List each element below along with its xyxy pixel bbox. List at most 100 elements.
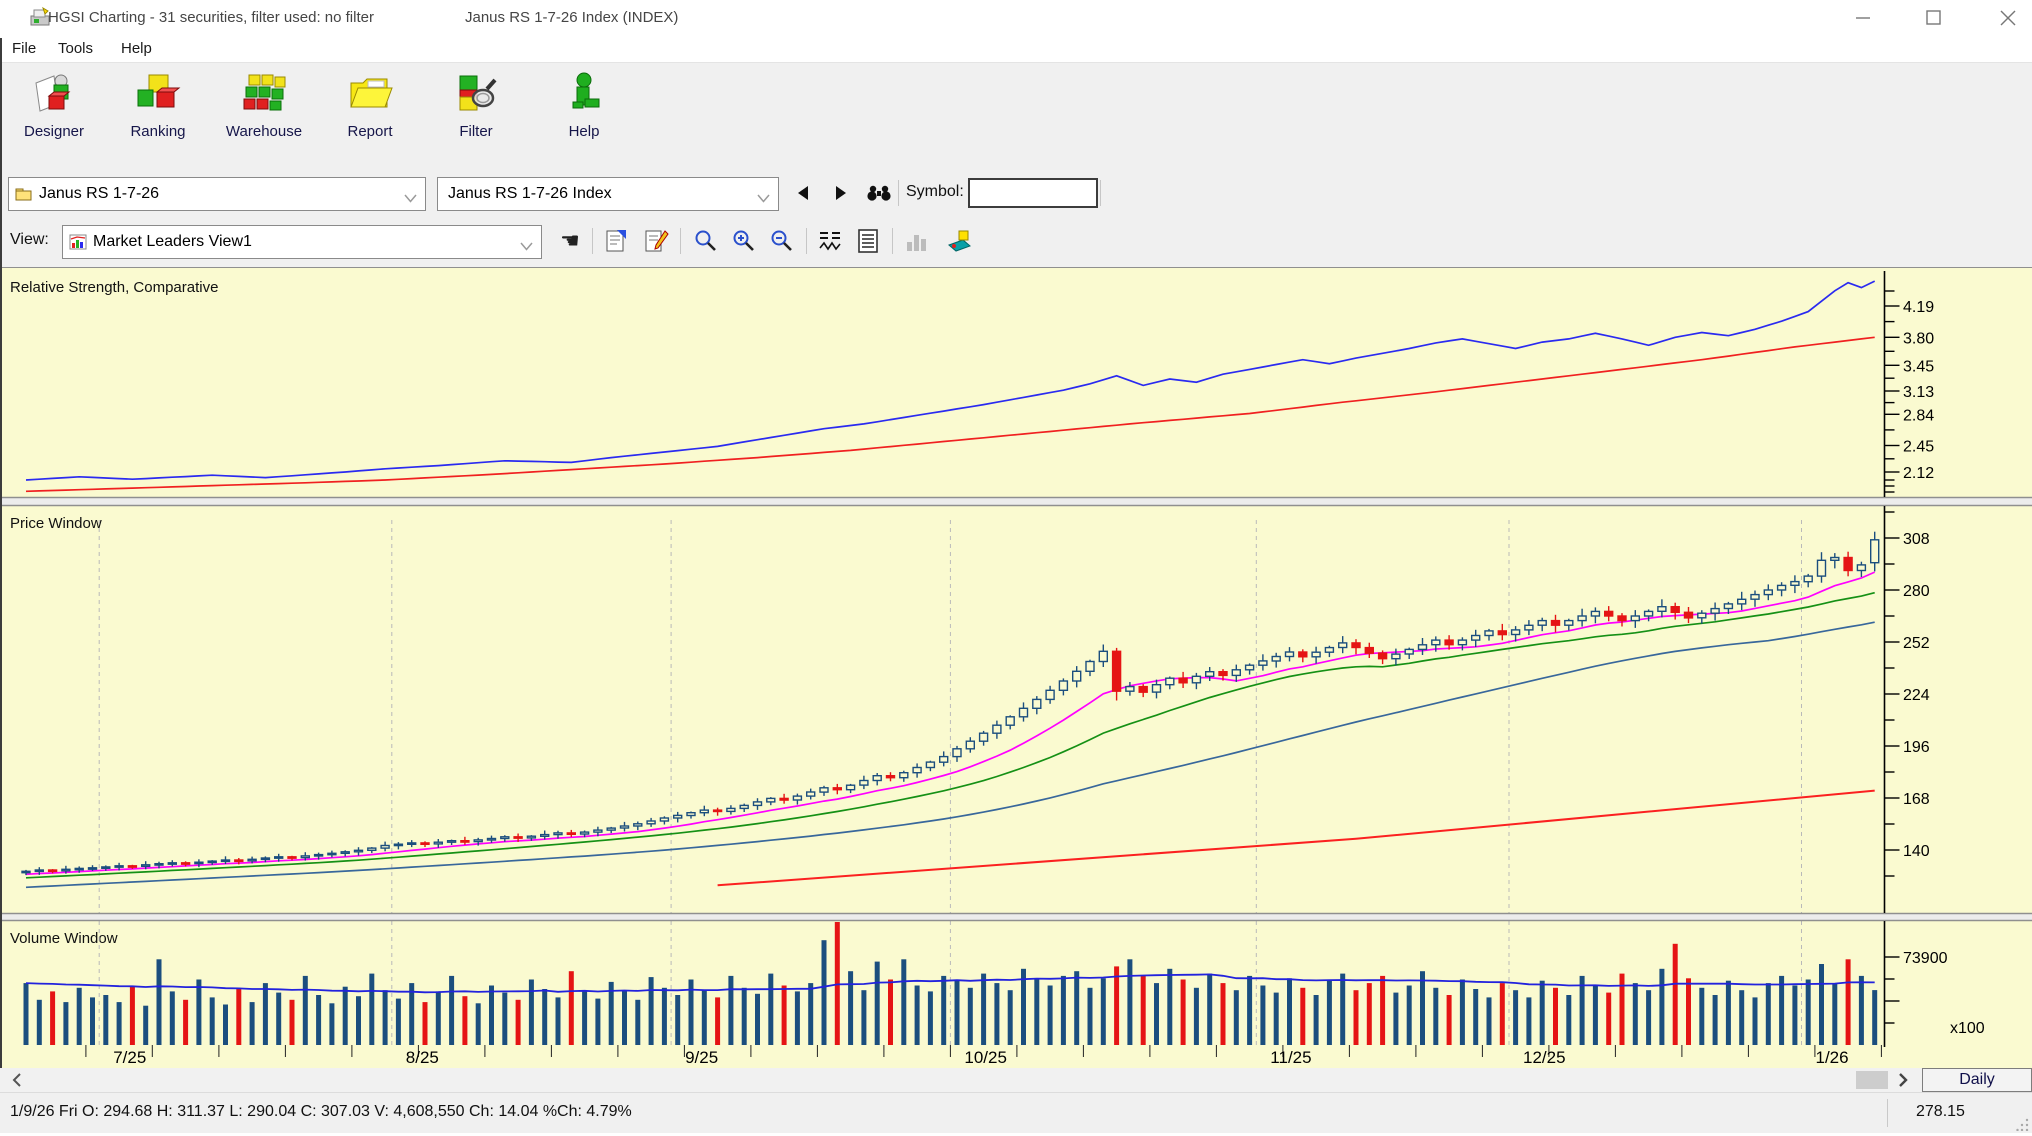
candle bbox=[287, 856, 297, 859]
find-binoculars-icon[interactable] bbox=[862, 177, 896, 209]
volume-bar bbox=[90, 997, 95, 1045]
candle bbox=[1417, 644, 1428, 651]
panel-splitter[interactable] bbox=[0, 497, 2032, 506]
y-axis-label: 308 bbox=[1903, 531, 1930, 548]
close-button[interactable] bbox=[1992, 3, 2024, 33]
toolbar-label: Report bbox=[347, 123, 393, 140]
previous-security-button[interactable] bbox=[786, 177, 820, 209]
volume-bar bbox=[1233, 990, 1239, 1045]
candle bbox=[819, 787, 829, 793]
volume-bar bbox=[861, 990, 867, 1045]
candle bbox=[1843, 556, 1853, 572]
volume-bar bbox=[1672, 943, 1678, 1045]
zoom-out-icon[interactable] bbox=[766, 226, 798, 256]
candle bbox=[952, 748, 962, 758]
volume-bar bbox=[1752, 997, 1758, 1045]
volume-bar bbox=[1154, 983, 1159, 1045]
designer-button[interactable]: Designer bbox=[6, 69, 102, 165]
volume-bar bbox=[369, 973, 375, 1045]
pointer-hand-icon[interactable]: ☚ bbox=[560, 228, 580, 253]
candle bbox=[140, 864, 151, 867]
candle bbox=[473, 839, 483, 843]
candle bbox=[1444, 639, 1454, 646]
volume-bar bbox=[1526, 997, 1532, 1045]
ranking-button[interactable]: Ranking bbox=[110, 69, 206, 165]
volume-bar bbox=[462, 996, 468, 1045]
volume-bar bbox=[1845, 959, 1851, 1045]
view-toolbar: View: Market Leaders View1 ☚ bbox=[0, 216, 2032, 268]
candle bbox=[1071, 670, 1082, 682]
volume-bar bbox=[528, 979, 534, 1045]
next-security-button[interactable] bbox=[824, 177, 858, 209]
edit-document-icon[interactable] bbox=[640, 226, 672, 256]
candle bbox=[1431, 639, 1441, 646]
candle bbox=[1510, 629, 1521, 636]
candle bbox=[1630, 615, 1641, 622]
volume-bar bbox=[1433, 987, 1439, 1045]
x-axis-month-label: 9/25 bbox=[685, 1048, 718, 1067]
properties-document-icon[interactable] bbox=[600, 226, 632, 256]
candle bbox=[1231, 669, 1242, 677]
volume-bar bbox=[1579, 975, 1585, 1045]
panel-splitter[interactable] bbox=[0, 913, 2032, 921]
scrollbar-thumb[interactable] bbox=[1856, 1071, 1888, 1089]
candle bbox=[978, 732, 989, 742]
candle bbox=[1364, 646, 1375, 654]
selector-row: Janus RS 1-7-26 Janus RS 1-7-26 Index S bbox=[0, 170, 2032, 216]
volume-bar bbox=[1100, 978, 1106, 1045]
interval-button[interactable]: Daily bbox=[1922, 1068, 2032, 1092]
x-axis-month-label: 11/25 bbox=[1270, 1048, 1311, 1067]
menu-tools[interactable]: Tools bbox=[58, 40, 94, 57]
candle bbox=[87, 867, 98, 870]
candle bbox=[1564, 619, 1574, 626]
indicator-settings-icon[interactable] bbox=[814, 226, 846, 256]
candle bbox=[1803, 575, 1813, 583]
volume-bar bbox=[1792, 985, 1798, 1045]
print-chart-icon[interactable] bbox=[944, 226, 976, 256]
volume-bar bbox=[502, 992, 508, 1045]
volume-bar bbox=[582, 990, 588, 1045]
y-axis-label: 4.19 bbox=[1903, 299, 1934, 316]
zoom-search-icon[interactable] bbox=[690, 226, 722, 256]
menu-help[interactable]: Help bbox=[121, 40, 152, 57]
menu-file[interactable]: File bbox=[12, 40, 37, 57]
candle bbox=[380, 844, 390, 849]
chart-canvas[interactable]: Relative Strength, Comparative Price Win… bbox=[0, 268, 2032, 1068]
filter-button[interactable]: Filter bbox=[428, 69, 524, 165]
candle bbox=[1697, 612, 1707, 619]
volume-bar bbox=[1034, 979, 1040, 1045]
view-combo[interactable]: Market Leaders View1 bbox=[62, 225, 542, 259]
price-panel-title: Price Window bbox=[10, 515, 102, 532]
candle bbox=[1284, 651, 1295, 658]
candle bbox=[1484, 630, 1494, 637]
volume-bar bbox=[1858, 975, 1864, 1045]
candle bbox=[766, 797, 776, 803]
candle bbox=[1577, 615, 1587, 622]
zoom-in-icon[interactable] bbox=[728, 226, 760, 256]
rs-panel-title: Relative Strength, Comparative bbox=[10, 279, 218, 296]
volume-bar bbox=[435, 991, 441, 1045]
candle bbox=[513, 836, 523, 839]
scroll-left-button[interactable] bbox=[4, 1068, 30, 1092]
resize-grip[interactable] bbox=[2016, 1117, 2030, 1132]
scroll-right-button[interactable] bbox=[1890, 1068, 1916, 1092]
help-button[interactable]: Help bbox=[536, 69, 632, 165]
warehouse-button[interactable]: Warehouse bbox=[216, 69, 312, 165]
candle bbox=[779, 797, 789, 801]
candle bbox=[1258, 660, 1268, 666]
candle bbox=[1218, 671, 1228, 677]
candle bbox=[220, 859, 231, 863]
report-button[interactable]: Report bbox=[322, 69, 418, 165]
volume-bar bbox=[1260, 985, 1266, 1045]
group-combo[interactable]: Janus RS 1-7-26 bbox=[8, 177, 426, 211]
candle bbox=[1125, 685, 1135, 692]
minimize-button[interactable] bbox=[1848, 3, 1880, 33]
volume-bar bbox=[116, 1002, 122, 1045]
chart-combo[interactable]: Janus RS 1-7-26 Index bbox=[437, 177, 779, 211]
data-sheet-icon[interactable] bbox=[852, 226, 884, 256]
candle bbox=[180, 862, 191, 865]
volume-bar bbox=[76, 987, 82, 1045]
symbol-label: Symbol: bbox=[906, 183, 964, 200]
symbol-input[interactable] bbox=[968, 178, 1098, 208]
maximize-button[interactable] bbox=[1918, 3, 1950, 33]
